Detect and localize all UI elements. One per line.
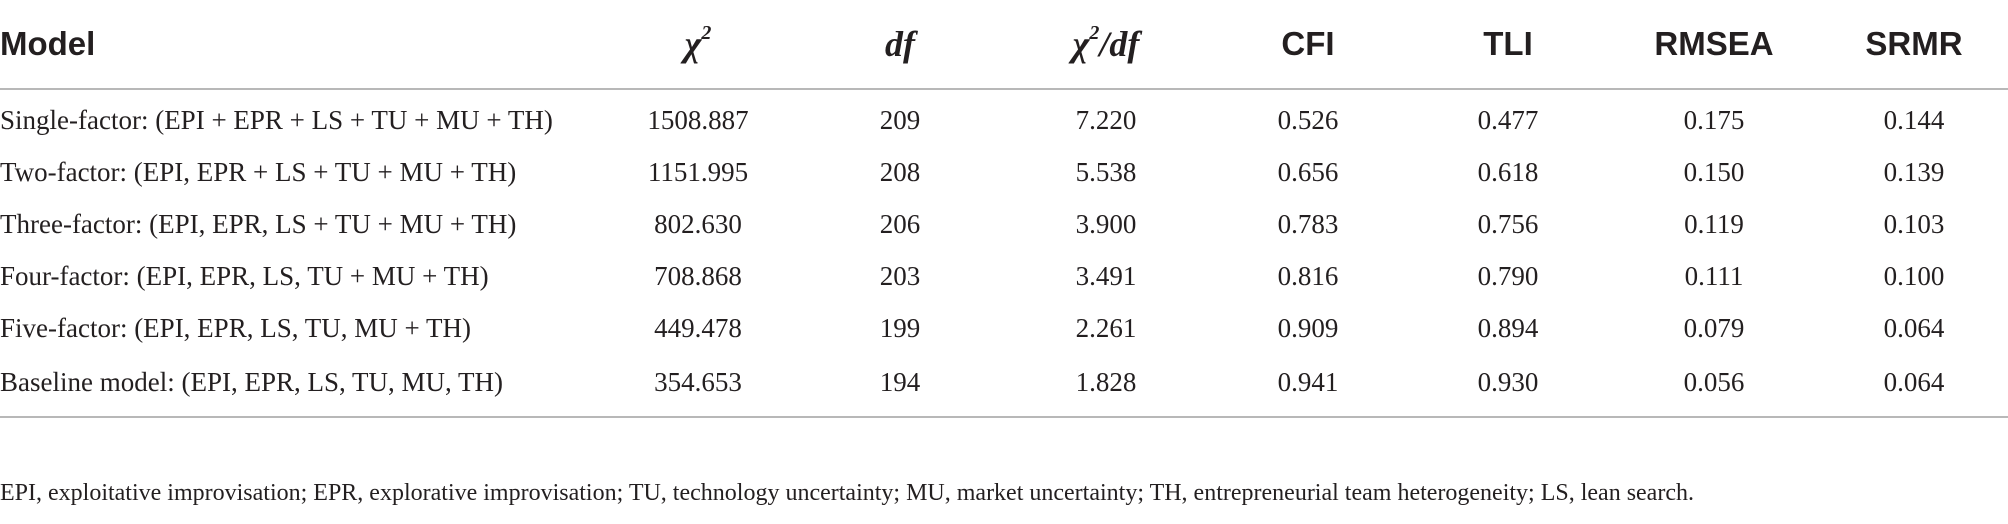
table-header: Model χ2 df χ2/df CFI TLI RMSEA SRMR — [0, 0, 2008, 90]
cell-df: 194 — [879, 366, 921, 397]
header-model: Model — [0, 0, 600, 90]
header-cfi-label: CFI — [1281, 25, 1335, 62]
cell-tli: 0.790 — [1477, 260, 1539, 291]
table-row: Single-factor: (EPI + EPR + LS + TU + MU… — [0, 89, 2008, 146]
cell-srmr: 0.064 — [1883, 366, 1945, 397]
cell-tli: 0.618 — [1477, 156, 1539, 187]
header-tli-label: TLI — [1483, 25, 1533, 62]
cell-rmsea: 0.079 — [1683, 312, 1745, 343]
table-bottom-rule — [0, 416, 2008, 418]
header-df-label: df — [885, 24, 915, 64]
table-row: Three-factor: (EPI, EPR, LS + TU + MU + … — [0, 198, 2008, 250]
header-chi-superscript: 2 — [701, 22, 712, 44]
cell-df: 208 — [879, 156, 921, 187]
header-chi-square-over-df: χ2/df — [1004, 0, 1208, 90]
model-comparison-table: Model χ2 df χ2/df CFI TLI RMSEA SRMR Sin… — [0, 0, 2008, 410]
cell-df: 203 — [879, 260, 921, 291]
cell-model: Four-factor: (EPI, EPR, LS, TU + MU + TH… — [0, 260, 489, 291]
cell-chi-square: 1508.887 — [647, 104, 749, 135]
cell-tli: 0.930 — [1477, 366, 1539, 397]
header-srmr-label: SRMR — [1865, 25, 1963, 62]
cell-tli: 0.756 — [1477, 208, 1539, 239]
cell-rmsea: 0.119 — [1684, 208, 1744, 239]
cell-cfi: 0.909 — [1277, 312, 1339, 343]
cell-chi-square-over-df: 7.220 — [1075, 104, 1137, 135]
header-chi-symbol: χ — [684, 24, 702, 64]
cell-srmr: 0.144 — [1883, 104, 1945, 135]
table-body: Single-factor: (EPI + EPR + LS + TU + MU… — [0, 89, 2008, 410]
cell-chi-square: 354.653 — [654, 366, 742, 397]
cell-cfi: 0.526 — [1277, 104, 1339, 135]
cell-tli: 0.894 — [1477, 312, 1539, 343]
cell-model: Three-factor: (EPI, EPR, LS + TU + MU + … — [0, 208, 517, 239]
header-rmsea-label: RMSEA — [1654, 25, 1774, 62]
cell-model: Five-factor: (EPI, EPR, LS, TU, MU + TH) — [0, 312, 471, 343]
cell-chi-square-over-df: 3.900 — [1075, 208, 1137, 239]
cell-model: Two-factor: (EPI, EPR + LS + TU + MU + T… — [0, 156, 517, 187]
cell-model: Single-factor: (EPI + EPR + LS + TU + MU… — [0, 104, 553, 135]
header-chi-square: χ2 — [600, 0, 796, 90]
cell-rmsea: 0.150 — [1683, 156, 1745, 187]
cell-cfi: 0.783 — [1277, 208, 1339, 239]
cell-chi-square-over-df: 3.491 — [1075, 260, 1137, 291]
header-chidf-denominator: /df — [1099, 24, 1140, 64]
cell-cfi: 0.941 — [1277, 366, 1339, 397]
cell-srmr: 0.139 — [1883, 156, 1945, 187]
header-model-label: Model — [0, 25, 96, 62]
header-cfi: CFI — [1208, 0, 1408, 90]
cell-srmr: 0.103 — [1883, 208, 1945, 239]
table-row: Two-factor: (EPI, EPR + LS + TU + MU + T… — [0, 146, 2008, 198]
header-chidf-symbol: χ — [1072, 24, 1090, 64]
cell-df: 199 — [879, 312, 921, 343]
cell-df: 209 — [879, 104, 921, 135]
table-row: Five-factor: (EPI, EPR, LS, TU, MU + TH)… — [0, 302, 2008, 354]
cell-rmsea: 0.111 — [1684, 260, 1744, 291]
table-row: Four-factor: (EPI, EPR, LS, TU + MU + TH… — [0, 250, 2008, 302]
table-row: Baseline model: (EPI, EPR, LS, TU, MU, T… — [0, 354, 2008, 410]
cell-chi-square-over-df: 2.261 — [1075, 312, 1137, 343]
cell-chi-square: 802.630 — [654, 208, 742, 239]
header-rmsea: RMSEA — [1608, 0, 1820, 90]
header-srmr: SRMR — [1820, 0, 2008, 90]
header-tli: TLI — [1408, 0, 1608, 90]
cell-srmr: 0.064 — [1883, 312, 1945, 343]
cell-chi-square-over-df: 1.828 — [1075, 366, 1137, 397]
cell-rmsea: 0.175 — [1683, 104, 1745, 135]
cell-srmr: 0.100 — [1883, 260, 1945, 291]
cell-rmsea: 0.056 — [1683, 366, 1745, 397]
cell-cfi: 0.656 — [1277, 156, 1339, 187]
header-chidf-superscript: 2 — [1089, 22, 1100, 44]
cell-tli: 0.477 — [1477, 104, 1539, 135]
cell-chi-square: 449.478 — [654, 312, 742, 343]
header-df: df — [796, 0, 1004, 90]
cell-chi-square: 1151.995 — [647, 156, 749, 187]
cell-chi-square-over-df: 5.538 — [1075, 156, 1137, 187]
cell-cfi: 0.816 — [1277, 260, 1339, 291]
header-row: Model χ2 df χ2/df CFI TLI RMSEA SRMR — [0, 0, 2008, 90]
table-footnote: EPI, exploitative improvisation; EPR, ex… — [0, 480, 1694, 506]
model-comparison-table-container: Model χ2 df χ2/df CFI TLI RMSEA SRMR Sin… — [0, 0, 2008, 410]
cell-df: 206 — [879, 208, 921, 239]
cell-model: Baseline model: (EPI, EPR, LS, TU, MU, T… — [0, 366, 503, 397]
cell-chi-square: 708.868 — [654, 260, 742, 291]
